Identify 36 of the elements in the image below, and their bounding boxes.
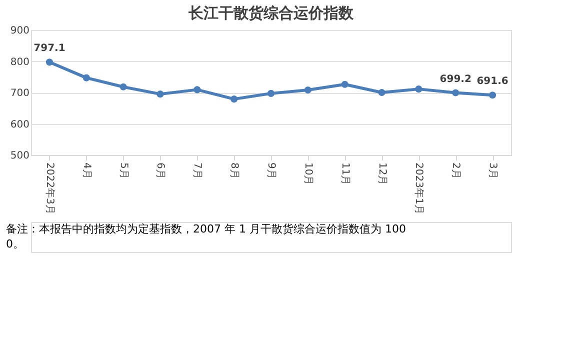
chart-title: 长江干散货综合运价指数 (188, 4, 354, 22)
x-tick-label: 3月 (487, 162, 498, 179)
x-tick-label: 11月 (339, 162, 350, 186)
y-tick-label: 700 (10, 88, 30, 99)
x-tick-label: 8月 (228, 162, 240, 179)
point (267, 90, 275, 97)
point (304, 86, 312, 94)
x-tick-label: 4月 (80, 162, 92, 179)
x-tick-label: 10月 (302, 162, 314, 186)
x-tick-label: 5月 (118, 162, 129, 179)
point (452, 89, 460, 96)
y-tick-label: 600 (10, 119, 30, 130)
point (120, 83, 127, 90)
data-label: 797.1 (34, 43, 66, 54)
point (194, 86, 201, 94)
x-tick-label: 6月 (154, 162, 166, 179)
text: 备注：本报告中的指数均为定基指数，2007 年 1 月干散货综合运价指数值为 1000。 (6, 222, 406, 250)
y-tick-label: 800 (10, 56, 30, 68)
x-tick-label: 12月 (376, 162, 388, 186)
point (489, 92, 496, 99)
data-label: 691.6 (476, 76, 508, 88)
data-label: 699.2 (440, 74, 472, 85)
point (82, 74, 90, 82)
x-tick-label: 9月 (266, 162, 276, 179)
x-tick-label: 7月 (192, 162, 203, 179)
point (230, 96, 238, 103)
point (341, 80, 348, 88)
x-tick-label: 2月 (450, 162, 462, 179)
point (378, 88, 386, 96)
x-tick-label: 2022年3月 (44, 162, 56, 214)
point (46, 58, 53, 66)
point (156, 90, 164, 98)
y-tick-label: 900 (10, 26, 30, 36)
y-tick-label: 500 (10, 150, 30, 162)
point (415, 86, 422, 93)
x-tick-label: 2023年1月 (413, 162, 426, 214)
